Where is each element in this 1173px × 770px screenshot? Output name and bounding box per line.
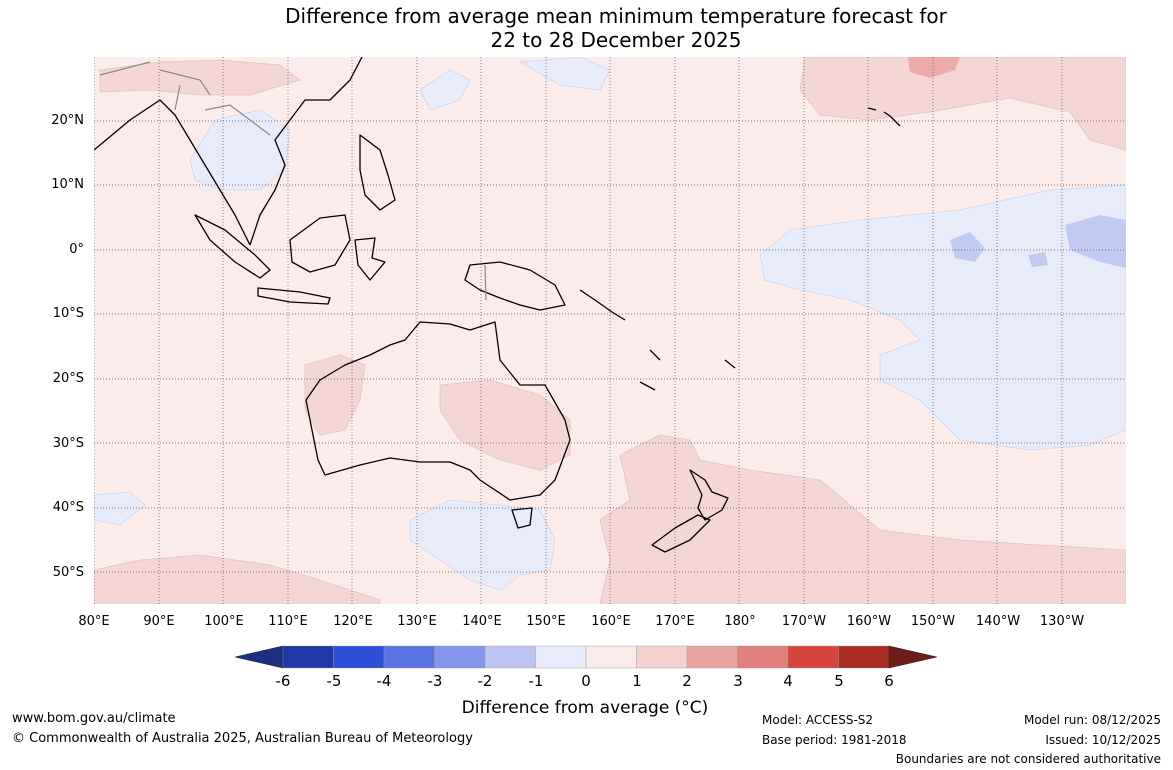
moderate-cool-anomaly-central-pacific [950, 232, 985, 262]
warm-anomaly-south-pacific [599, 434, 1126, 604]
colorbar-tick-2: 2 [682, 672, 692, 690]
lon-label-100e: 100°E [204, 614, 244, 629]
asia-mainland-coastline [94, 57, 363, 246]
issued-date: Issued: 10/12/2025 [1045, 733, 1161, 747]
colorbar-tick--4: -4 [376, 672, 392, 690]
pacific-islands-coastline [579, 289, 736, 391]
colorbar-swatch [585, 645, 637, 669]
sumatra-coastline [194, 214, 271, 279]
copyright-text: © Commonwealth of Australia 2025, Austra… [12, 731, 473, 746]
lat-label-30s: 30°S [52, 436, 84, 451]
colorbar-tick--6: -6 [275, 672, 291, 690]
cool-anomaly-north-pacific-central [519, 57, 611, 91]
lat-label-20n: 20°N [51, 113, 84, 128]
tasmania-coastline [511, 507, 533, 529]
website-link[interactable]: www.bom.gov.au/climate [12, 711, 176, 726]
colorbar-swatch [686, 645, 738, 669]
colorbar-swatch [383, 645, 435, 669]
coastlines [94, 57, 901, 553]
new-guinea-coastline [464, 261, 566, 311]
lat-label-40s: 40°S [52, 500, 84, 515]
warm-anomaly-central-australia [439, 379, 571, 471]
colorbar-swatch [484, 645, 536, 669]
moderate-cool-anomaly-east-pacific [1065, 215, 1126, 268]
lat-label-20s: 20°S [52, 371, 84, 386]
colorbar-tick-4: 4 [783, 672, 793, 690]
colorbar-tick--5: -5 [326, 672, 342, 690]
base-period: Base period: 1981-2018 [762, 733, 907, 747]
java-coastline [257, 287, 331, 305]
colorbar-swatch [333, 645, 385, 669]
cool-anomaly-north-pacific-west [419, 69, 471, 111]
colorbar-swatch [282, 645, 334, 669]
colorbar-swatch [434, 645, 486, 669]
strong-warm-anomaly-north-pacific [908, 57, 960, 78]
title-line-1: Difference from average mean minimum tem… [285, 4, 947, 28]
title-line-2: 22 to 28 December 2025 [490, 28, 742, 52]
warm-anomaly-southern-ocean-west [94, 554, 381, 604]
cool-anomaly-southwest-indian-ocean [94, 491, 146, 526]
colorbar-tick-6: 6 [884, 672, 894, 690]
colorbar-extend-low [234, 645, 284, 669]
philippines-coastline [359, 134, 396, 211]
colorbar-tick-1: 1 [632, 672, 642, 690]
sulawesi-coastline [354, 237, 386, 281]
model-run-date: Model run: 08/12/2025 [1023, 713, 1161, 727]
lon-label-160w: 160°W [846, 614, 892, 629]
lon-label-120e: 120°E [333, 614, 373, 629]
colorbar-tick--1: -1 [528, 672, 544, 690]
model-name: Model: ACCESS-S2 [762, 713, 874, 727]
lat-label-equator: 0° [69, 242, 84, 257]
lon-label-150e: 150°E [526, 614, 566, 629]
borneo-coastline [289, 214, 351, 273]
lon-label-140e: 140°E [462, 614, 502, 629]
cool-anomaly-tropical-pacific [759, 184, 1126, 451]
lon-label-90e: 90°E [143, 614, 175, 629]
colorbar-swatch [636, 645, 688, 669]
colorbar-swatches [234, 645, 938, 669]
lon-label-170w: 170°W [781, 614, 827, 629]
moderate-cool-anomaly-central-pacific-small [1028, 252, 1048, 267]
lon-label-170e: 170°E [655, 614, 695, 629]
lat-label-50s: 50°S [52, 565, 84, 580]
colorbar-tick-0: 0 [581, 672, 591, 690]
lon-label-130e: 130°E [397, 614, 437, 629]
new-zealand-north-coastline [689, 469, 729, 521]
lon-label-130w: 130°W [1039, 614, 1085, 629]
colorbar-swatch [787, 645, 839, 669]
map-field [94, 57, 1126, 604]
warm-anomaly-asia [99, 59, 301, 96]
colorbar-extend-high [888, 645, 938, 669]
lat-label-10n: 10°N [51, 177, 84, 192]
lon-label-110e: 110°E [268, 614, 308, 629]
lon-label-180: 180° [724, 614, 756, 629]
cool-anomaly-mainland-southeast-asia [189, 109, 291, 191]
country-borders [99, 61, 487, 301]
colorbar-swatch [838, 645, 890, 669]
lon-label-150w: 150°W [910, 614, 956, 629]
colorbar [234, 645, 938, 669]
new-zealand-south-coastline [651, 514, 711, 553]
colorbar-tick--2: -2 [477, 672, 493, 690]
australia-coastline [305, 321, 571, 501]
cool-anomaly-southeast-australia [409, 499, 556, 591]
graticule [94, 57, 1126, 604]
lat-label-10s: 10°S [52, 306, 84, 321]
lon-label-80e: 80°E [78, 614, 110, 629]
boundaries-disclaimer: Boundaries are not considered authoritat… [895, 752, 1161, 766]
colorbar-swatch [737, 645, 789, 669]
warm-anomaly-western-australia [304, 354, 366, 436]
warm-anomaly-north-pacific [799, 57, 1126, 151]
lon-label-160e: 160°E [591, 614, 631, 629]
colorbar-tick--3: -3 [427, 672, 443, 690]
colorbar-swatch [535, 645, 587, 669]
colorbar-tick-5: 5 [834, 672, 844, 690]
colorbar-tick-3: 3 [733, 672, 743, 690]
colorbar-label: Difference from average (°C) [461, 698, 709, 718]
anomaly-map [94, 57, 1126, 604]
lon-label-140w: 140°W [975, 614, 1021, 629]
hawaii-coastline [867, 107, 901, 127]
chart-title: Difference from average mean minimum tem… [0, 4, 1173, 52]
